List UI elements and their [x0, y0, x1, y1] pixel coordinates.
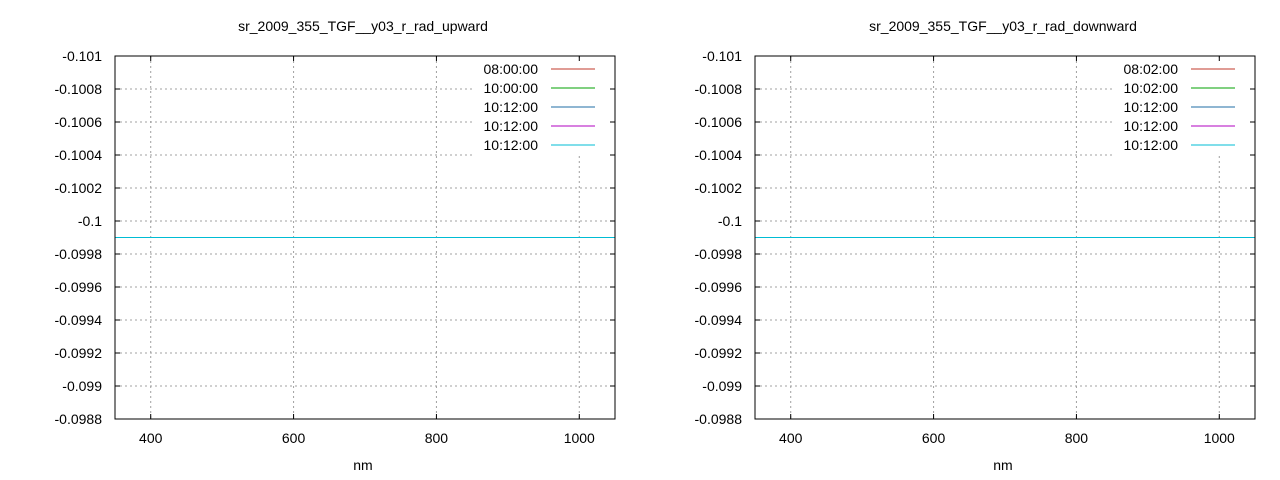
- y-tick-label: -0.0996: [695, 279, 743, 295]
- y-tick-label: -0.0988: [55, 411, 103, 427]
- x-axis-label: nm: [353, 457, 372, 473]
- legend-label: 10:12:00: [1124, 137, 1179, 153]
- x-tick-label: 800: [1065, 430, 1089, 446]
- legend-label: 10:12:00: [484, 137, 539, 153]
- legend-label: 10:12:00: [484, 99, 539, 115]
- plot-frame: [114, 55, 616, 420]
- chart-title: sr_2009_355_TGF__y03_r_rad_downward: [869, 18, 1137, 34]
- x-tick-label: 400: [779, 430, 803, 446]
- y-tick-label: -0.1006: [55, 114, 103, 130]
- legend-label: 10:12:00: [484, 118, 539, 134]
- y-tick-label: -0.1002: [695, 180, 743, 196]
- y-tick-label: -0.1008: [55, 81, 103, 97]
- x-tick-label: 800: [425, 430, 449, 446]
- legend-label: 10:00:00: [484, 80, 539, 96]
- y-tick-label: -0.101: [62, 48, 102, 64]
- y-tick-label: -0.0994: [55, 312, 103, 328]
- y-tick-label: -0.1006: [695, 114, 743, 130]
- y-tick-label: -0.099: [62, 378, 102, 394]
- x-tick-label: 400: [139, 430, 163, 446]
- x-tick-label: 1000: [564, 430, 595, 446]
- y-tick-label: -0.101: [702, 48, 742, 64]
- y-tick-label: -0.0994: [695, 312, 743, 328]
- x-tick-label: 600: [282, 430, 306, 446]
- chart-panel-downward: sr_2009_355_TGF__y03_r_rad_downward nm 4…: [695, 18, 1256, 473]
- legend-label: 10:12:00: [1124, 99, 1179, 115]
- chart-panel-upward: sr_2009_355_TGF__y03_r_rad_upward nm 400…: [55, 18, 616, 473]
- y-tick-label: -0.099: [702, 378, 742, 394]
- y-tick-label: -0.0998: [55, 246, 103, 262]
- y-tick-label: -0.1008: [695, 81, 743, 97]
- y-tick-label: -0.0988: [695, 411, 743, 427]
- y-tick-label: -0.1004: [55, 147, 103, 163]
- y-tick-label: -0.0998: [695, 246, 743, 262]
- y-tick-label: -0.0992: [695, 345, 743, 361]
- legend-label: 08:00:00: [484, 61, 539, 77]
- x-axis-label: nm: [993, 457, 1012, 473]
- chart-title: sr_2009_355_TGF__y03_r_rad_upward: [238, 18, 488, 34]
- y-tick-label: -0.1: [718, 213, 742, 229]
- y-tick-label: -0.0996: [55, 279, 103, 295]
- legend-label: 10:02:00: [1124, 80, 1179, 96]
- legend-label: 10:12:00: [1124, 118, 1179, 134]
- plot-frame: [754, 55, 1256, 420]
- legend-label: 08:02:00: [1124, 61, 1179, 77]
- y-tick-label: -0.1004: [695, 147, 743, 163]
- y-tick-label: -0.1: [78, 213, 102, 229]
- y-tick-label: -0.0992: [55, 345, 103, 361]
- y-tick-label: -0.1002: [55, 180, 103, 196]
- x-tick-label: 1000: [1204, 430, 1235, 446]
- x-tick-label: 600: [922, 430, 946, 446]
